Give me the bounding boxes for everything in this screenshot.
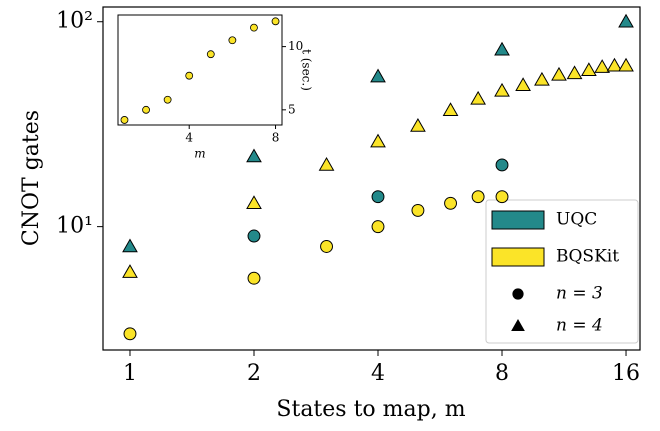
point	[495, 158, 509, 172]
y-tick-label: 10¹	[56, 214, 93, 239]
legend-label: BQSKit	[556, 247, 619, 267]
inset-x-label: m	[194, 147, 205, 161]
point	[594, 59, 610, 73]
inset-y-tick-label: 10	[288, 39, 303, 53]
point	[618, 57, 634, 72]
point	[318, 156, 335, 171]
y-tick-label: 10²	[56, 9, 93, 34]
legend-box	[485, 199, 639, 344]
x-axis-label: States to map, m	[276, 397, 465, 422]
legend-label: n = 3	[556, 284, 603, 304]
point	[606, 57, 623, 72]
point	[123, 327, 137, 341]
point	[370, 68, 386, 83]
inset-point	[185, 71, 194, 80]
point	[247, 229, 261, 243]
x-tick-label: 8	[495, 361, 509, 386]
legend-swatch	[491, 210, 545, 230]
point	[370, 133, 386, 148]
point	[494, 82, 510, 97]
x-tick-label: 1	[123, 361, 137, 386]
inset-x-tick-label: 4	[185, 131, 193, 145]
point	[371, 220, 385, 234]
x-tick-label: 2	[247, 361, 261, 386]
legend-label: UQC	[556, 210, 597, 230]
point	[410, 117, 426, 132]
point	[515, 77, 531, 91]
point	[470, 90, 486, 105]
plot-frame	[102, 6, 641, 351]
inset-point	[142, 105, 150, 114]
point	[471, 190, 485, 204]
x-tick-label: 16	[612, 361, 640, 386]
point	[411, 203, 425, 217]
point	[371, 190, 385, 204]
point	[247, 271, 261, 285]
point	[122, 264, 138, 278]
point	[442, 102, 459, 116]
point	[618, 13, 634, 28]
inset-point	[228, 36, 237, 45]
inset-point	[271, 17, 280, 26]
inset-point	[163, 95, 172, 104]
point	[551, 66, 567, 81]
point	[495, 190, 509, 204]
legend-label: n = 4	[556, 316, 603, 336]
inset-y-tick-label: 5	[288, 102, 296, 116]
inset-y-label: t (sec.)	[300, 49, 314, 91]
inset-x-tick-label: 8	[272, 131, 280, 145]
y-axis-label: CNOT gates	[19, 110, 44, 246]
x-tick-label: 4	[371, 361, 385, 386]
point	[566, 65, 583, 80]
legend-swatch	[491, 247, 545, 267]
point	[581, 62, 597, 76]
point	[122, 238, 138, 253]
point	[320, 240, 333, 253]
legend-marker	[512, 288, 524, 300]
legend-marker	[511, 318, 525, 331]
point	[246, 195, 262, 210]
point	[444, 196, 457, 210]
inset-point	[206, 50, 215, 59]
point	[534, 71, 550, 86]
point	[246, 148, 262, 163]
point	[494, 41, 510, 56]
inset-point	[250, 23, 258, 32]
inset-point	[120, 116, 129, 124]
